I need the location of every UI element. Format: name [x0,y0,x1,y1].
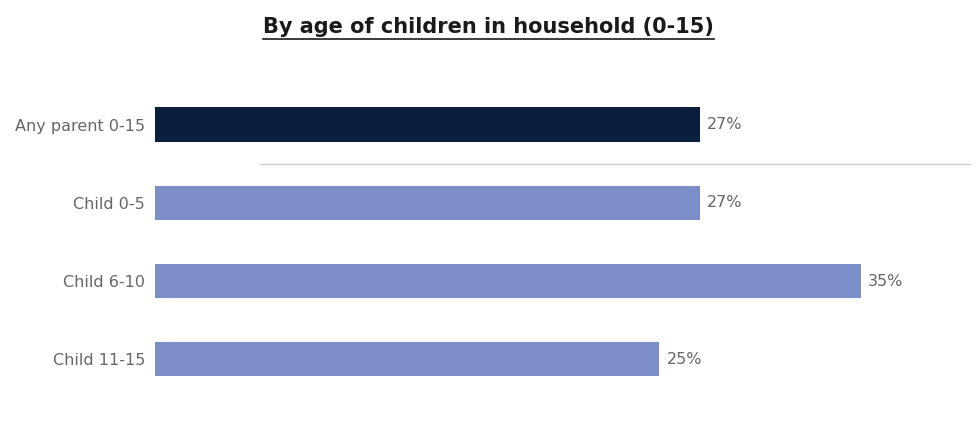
Bar [154,264,861,298]
Text: 35%: 35% [869,274,904,289]
Text: 25%: 25% [666,351,701,367]
Text: 27%: 27% [706,117,743,132]
Bar [154,108,700,142]
Text: By age of children in household (0-15): By age of children in household (0-15) [263,17,714,37]
Bar [154,186,700,220]
Text: 27%: 27% [706,196,743,210]
Bar [154,342,659,377]
